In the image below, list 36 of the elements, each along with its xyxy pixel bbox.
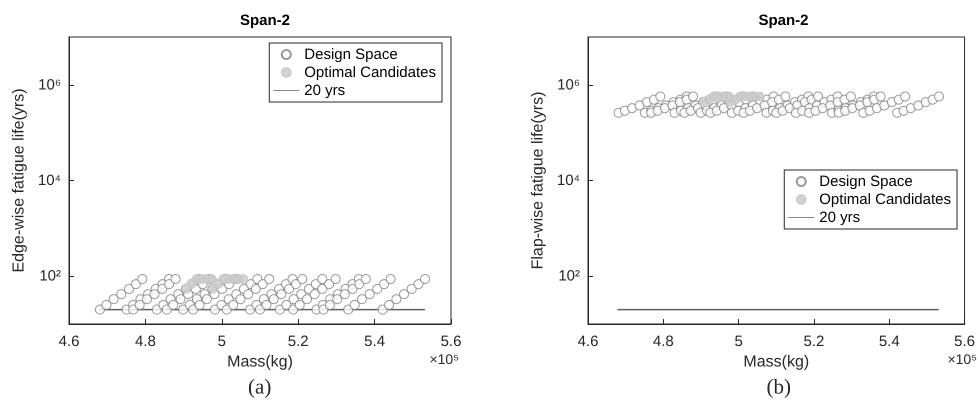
x-tick-label: 4.6 — [578, 333, 598, 350]
text: (b) — [766, 374, 791, 398]
x-tick-label: 5.6 — [440, 333, 462, 350]
y-tick-label: 10² — [558, 268, 580, 285]
legend-label: Design Space — [819, 173, 913, 190]
x-tick-label: 5 — [734, 333, 743, 350]
y-tick-label: 10⁴ — [38, 172, 61, 189]
y-tick-label: 10⁴ — [556, 172, 580, 189]
point — [238, 274, 248, 284]
y-axis-title: Flap-wise fatigue life(yrs) — [529, 92, 546, 270]
x-tick-label: 4.8 — [652, 333, 674, 350]
x-tick-label: 4.8 — [134, 333, 156, 350]
x-axis-title: Mass(kg) — [227, 354, 293, 370]
x-tick-label: 5.6 — [954, 333, 976, 350]
legend-label: Optimal Candidates — [819, 191, 951, 208]
legend-label: 20 yrs — [304, 82, 346, 99]
text: ×10⁵ — [429, 351, 460, 367]
chart-title: Span-2 — [240, 12, 290, 29]
legend-label: 20 yrs — [819, 209, 860, 226]
x-tick-label: 5.4 — [364, 333, 386, 350]
y-tick-label: 10² — [39, 268, 61, 285]
x-tick-label: 5.2 — [804, 333, 824, 350]
y-tick-label: 10⁶ — [557, 76, 580, 94]
legend-label: Optimal Candidates — [304, 64, 436, 81]
x-tick-label: 5 — [218, 333, 226, 350]
x-axis-title: Mass(kg) — [743, 354, 810, 370]
x-tick-label: 5.2 — [288, 333, 309, 350]
x-tick-label: 4.6 — [58, 333, 80, 350]
y-axis-title: Edge-wise fatigue life(yrs) — [10, 88, 28, 273]
x-tick-label: 5.4 — [878, 333, 900, 350]
chart-title: Span-2 — [758, 12, 809, 29]
text: ×10⁵ — [947, 351, 978, 367]
point — [206, 274, 217, 284]
y-tick-label: 10⁶ — [38, 76, 61, 94]
legend-label: Design Space — [304, 46, 398, 63]
text: (a) — [248, 374, 272, 398]
